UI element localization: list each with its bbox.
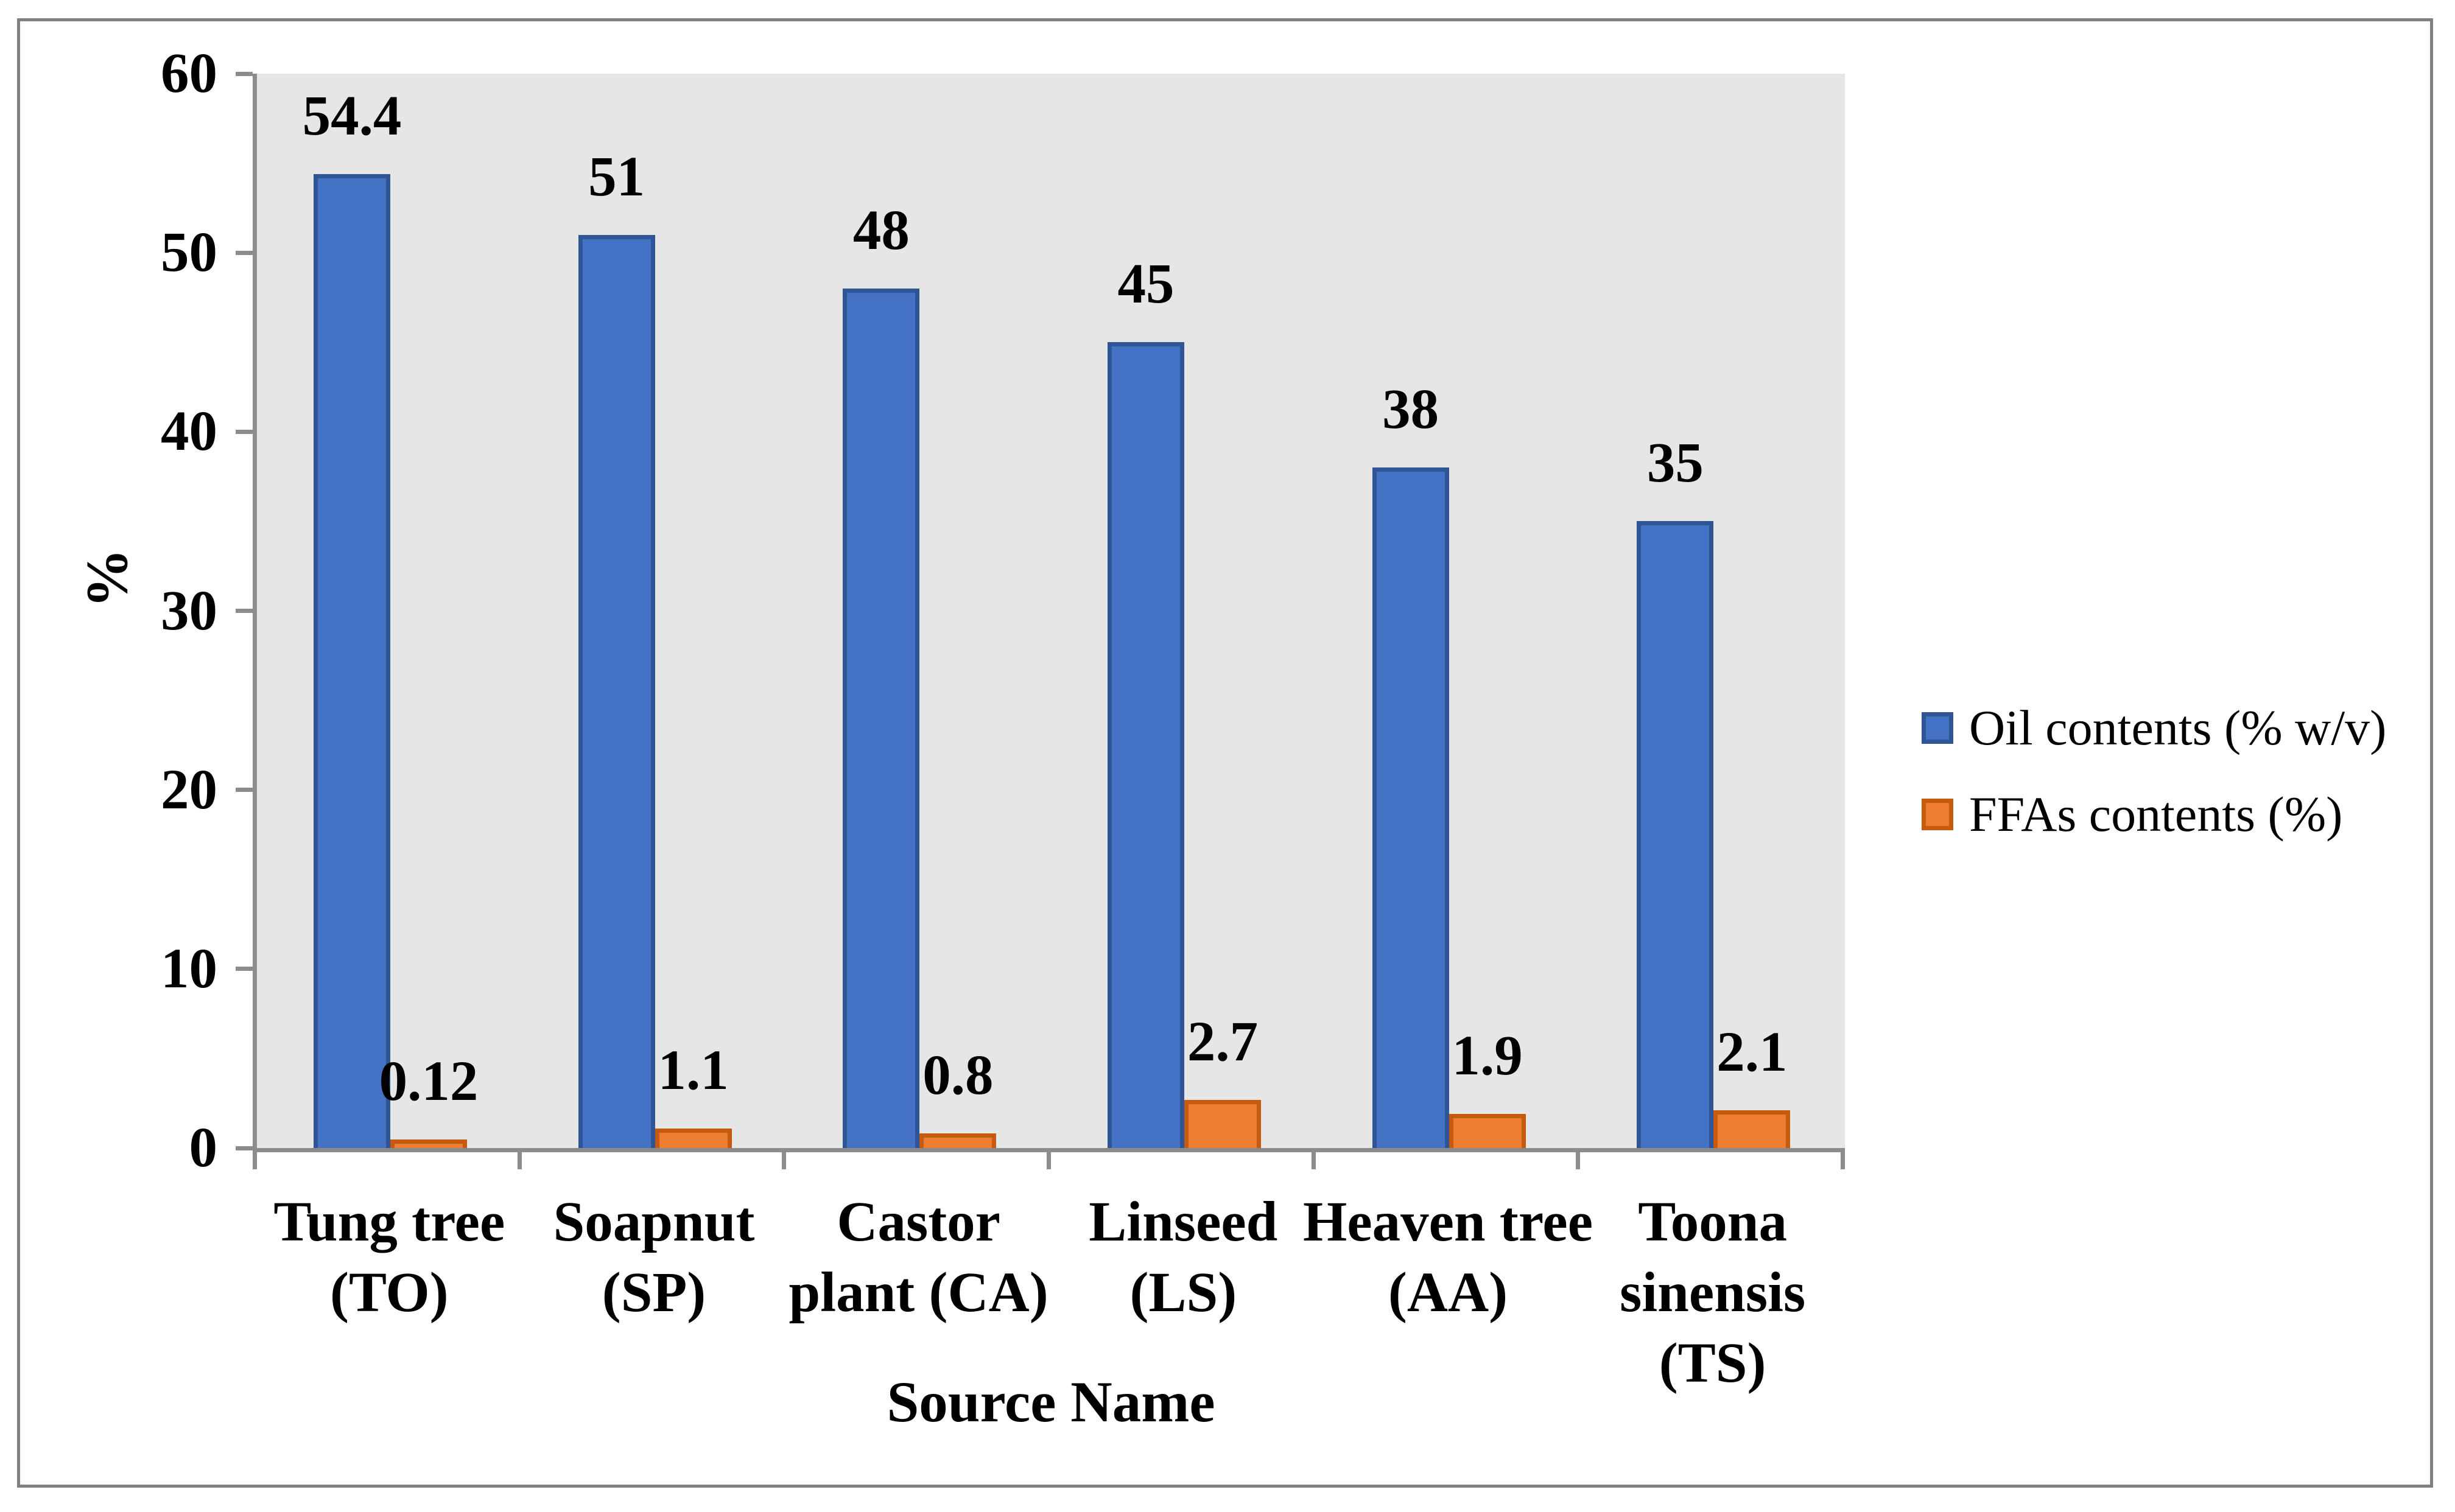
bar-ffa-heaven-tree — [1449, 1114, 1526, 1148]
x-tick — [1311, 1152, 1316, 1169]
y-axis-line — [253, 74, 257, 1152]
y-tick-label: 0 — [189, 1116, 218, 1179]
bar-value-label: 2.7 — [1187, 1010, 1259, 1073]
ffas-contents-swatch-icon — [1922, 799, 1953, 830]
bar-value-label: 48 — [852, 199, 910, 262]
bar-oil-tung-tree — [314, 173, 390, 1148]
figure-border — [17, 18, 2433, 1488]
bar-value-label: 1.1 — [658, 1038, 729, 1102]
y-tick — [236, 71, 253, 76]
category-label-heaven-tree: Heaven tree (AA) — [1303, 1191, 1593, 1324]
legend-item-oil-contents: Oil contents (% w/v) — [1922, 698, 2386, 758]
category-label-soapnut: Soapnut (SP) — [553, 1191, 755, 1324]
y-tick — [236, 1146, 253, 1150]
bar-value-label: 0.8 — [922, 1044, 994, 1107]
category-label-linseed: Linseed (LS) — [1089, 1191, 1278, 1324]
y-tick-label: 60 — [161, 42, 217, 105]
x-tick — [517, 1152, 522, 1169]
bar-value-label: 1.9 — [1452, 1024, 1523, 1088]
bar-value-label: 0.12 — [379, 1050, 479, 1113]
bar-oil-toona-sinensis — [1637, 521, 1714, 1148]
bar-ffa-tung-tree — [390, 1139, 467, 1148]
plot-area — [257, 74, 1845, 1148]
x-tick — [1841, 1152, 1845, 1169]
x-tick — [1576, 1152, 1581, 1169]
y-tick-label: 50 — [161, 221, 217, 284]
bar-oil-castor-plant — [843, 289, 920, 1148]
x-axis-title: Source Name — [887, 1370, 1215, 1434]
y-tick-label: 40 — [161, 400, 217, 463]
x-tick — [253, 1152, 257, 1169]
y-tick — [236, 609, 253, 613]
bar-ffa-linseed — [1184, 1099, 1261, 1148]
legend-label: FFAs contents (%) — [1969, 786, 2343, 842]
y-tick-label: 10 — [161, 937, 217, 1000]
y-tick — [236, 429, 253, 434]
x-axis-line — [253, 1148, 1845, 1152]
bar-ffa-castor-plant — [919, 1133, 997, 1148]
bar-value-label: 2.1 — [1716, 1021, 1788, 1084]
y-tick — [236, 250, 253, 255]
bar-value-label: 54.4 — [302, 84, 402, 147]
legend-label: Oil contents (% w/v) — [1969, 700, 2387, 755]
bar-ffa-soapnut — [655, 1128, 732, 1148]
bar-value-label: 38 — [1382, 378, 1439, 441]
category-label-toona-sinensis: Toona sinensis (TS) — [1620, 1191, 1806, 1395]
bar-oil-heaven-tree — [1372, 467, 1449, 1148]
bar-ffa-toona-sinensis — [1713, 1110, 1791, 1148]
category-label-tung-tree: Tung tree (TO) — [273, 1191, 505, 1324]
bar-value-label: 51 — [588, 145, 645, 208]
y-tick-label: 30 — [161, 579, 217, 642]
x-tick — [782, 1152, 787, 1169]
y-tick-label: 20 — [161, 758, 217, 821]
oil-contents-swatch-icon — [1922, 712, 1953, 744]
x-tick — [1047, 1152, 1051, 1169]
y-tick — [236, 788, 253, 793]
bar-value-label: 45 — [1117, 253, 1175, 316]
bar-oil-soapnut — [578, 234, 655, 1148]
bar-value-label: 35 — [1646, 432, 1704, 495]
legend-item-ffas-contents: FFAs contents (%) — [1922, 784, 2342, 845]
bar-oil-linseed — [1108, 342, 1184, 1148]
category-label-castor-plant: Castor plant (CA) — [788, 1191, 1048, 1324]
y-tick — [236, 967, 253, 971]
